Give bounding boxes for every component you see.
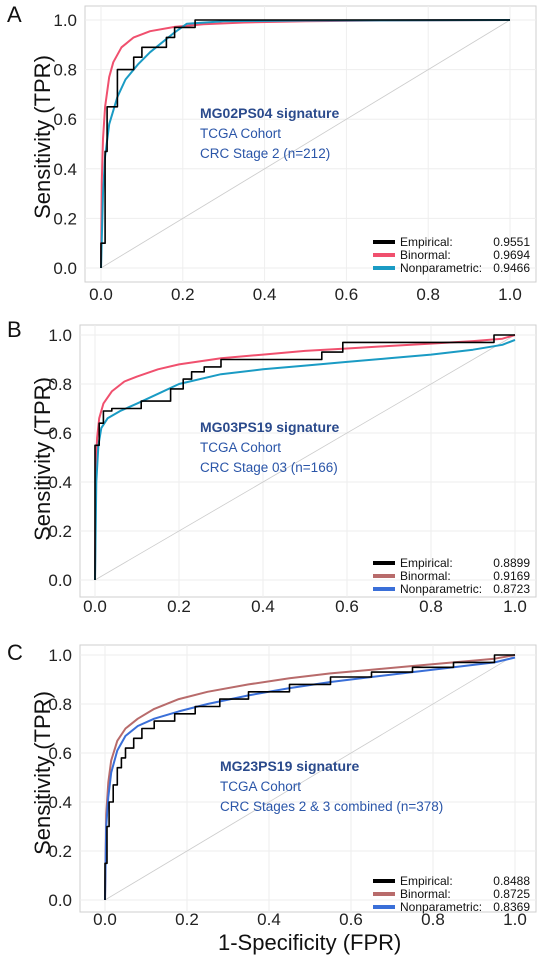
y-tick-label: 0.4 (53, 160, 77, 179)
y-tick-label: 1.0 (48, 326, 72, 345)
series-line-binormal (94, 334, 516, 581)
y-tick-label: 0.6 (53, 110, 77, 129)
y-tick-label: 1.0 (48, 646, 72, 665)
x-axis-title: 1-Specificity (FPR) (218, 930, 402, 955)
chance-diagonal (94, 334, 516, 581)
y-tick-label: 0.8 (53, 61, 77, 80)
y-tick-label: 0.2 (48, 842, 72, 861)
legend-value: 0.8488 (493, 874, 530, 888)
x-tick-label: 0.8 (419, 597, 443, 616)
series-line-empirical (94, 334, 515, 580)
y-tick-label: 0.0 (53, 259, 77, 278)
y-tick-label: 0.8 (48, 695, 72, 714)
x-tick-label: 1.0 (503, 910, 527, 929)
x-tick-label: 0.2 (171, 285, 195, 304)
legend-value: 0.9169 (493, 569, 530, 583)
x-tick-label: 1.0 (503, 597, 527, 616)
y-tick-label: 0.0 (48, 891, 72, 910)
y-tick-label: 0.6 (48, 744, 72, 763)
x-tick-label: 0.0 (93, 910, 117, 929)
plot-frame (84, 5, 537, 283)
legend-value: 0.9466 (493, 261, 530, 275)
legend-label: Empirical: (400, 556, 453, 570)
legend-label: Binormal: (400, 887, 451, 901)
annotation-cohort: TCGA Cohort (200, 440, 281, 455)
annotation-stage: CRC Stage 2 (n=212) (200, 146, 330, 161)
y-tick-label: 0.4 (48, 473, 72, 492)
x-tick-label: 0.4 (253, 285, 277, 304)
series-line-nonparametric (104, 656, 516, 901)
legend-value: 0.8899 (493, 556, 530, 570)
legend-label: Nonparametric: (400, 900, 482, 914)
x-tick-label: 0.0 (83, 597, 107, 616)
legend-value: 0.8723 (493, 582, 530, 596)
series-line-binormal (104, 654, 516, 901)
y-tick-label: 0.2 (48, 522, 72, 541)
y-tick-label: 0.6 (48, 424, 72, 443)
y-tick-label: 1.0 (53, 11, 77, 30)
x-tick-label: 0.8 (421, 910, 445, 929)
y-tick-label: 0.0 (48, 571, 72, 590)
annotation-stage: CRC Stage 03 (n=166) (200, 460, 338, 475)
x-tick-label: 0.2 (167, 597, 191, 616)
x-tick-label: 0.8 (416, 285, 440, 304)
annotation-title: MG02PS04 signature (200, 105, 339, 121)
legend-value: 0.8725 (493, 887, 530, 901)
panel-letter-a: A (7, 2, 22, 27)
legend-label: Nonparametric: (400, 582, 482, 596)
series-line-empirical (100, 19, 510, 268)
legend-value: 0.9694 (493, 248, 530, 262)
legend-label: Empirical: (400, 874, 453, 888)
x-tick-label: 0.0 (89, 285, 113, 304)
annotation-title: MG03PS19 signature (200, 419, 339, 435)
y-tick-label: 0.4 (48, 793, 72, 812)
x-tick-label: 0.6 (339, 910, 363, 929)
legend-label: Nonparametric: (400, 261, 482, 275)
series-line-empirical (104, 654, 515, 900)
panel-letter-b: B (7, 317, 22, 342)
legend-label: Binormal: (400, 569, 451, 583)
x-tick-label: 0.4 (257, 910, 281, 929)
annotation-stage: CRC Stages 2 & 3 combined (n=378) (220, 799, 443, 814)
legend-label: Empirical: (400, 235, 453, 249)
legend-label: Binormal: (400, 248, 451, 262)
roc-chart-a: 0.0 0.2 0.4 0.6 0.8 1.0 0.0 0.2 0.4 0.6 0.8 1.0 MG02… (53, 5, 537, 304)
series-line-nonparametric (94, 338, 516, 581)
chance-diagonal (104, 654, 516, 901)
legend-value: 0.9551 (493, 235, 530, 249)
x-tick-label: 0.4 (251, 597, 275, 616)
x-tick-label: 0.2 (175, 910, 199, 929)
annotation-cohort: TCGA Cohort (220, 779, 301, 794)
legend-value: 0.8369 (493, 900, 530, 914)
chance-diagonal (100, 19, 511, 269)
annotation-cohort: TCGA Cohort (200, 126, 281, 141)
annotation-title: MG23PS19 signature (220, 758, 359, 774)
panel-letter-c: C (7, 640, 23, 665)
x-tick-label: 1.0 (498, 285, 522, 304)
x-tick-label: 0.6 (335, 597, 359, 616)
y-tick-label: 0.2 (53, 209, 77, 228)
y-tick-label: 0.8 (48, 375, 72, 394)
x-tick-label: 0.6 (335, 285, 359, 304)
